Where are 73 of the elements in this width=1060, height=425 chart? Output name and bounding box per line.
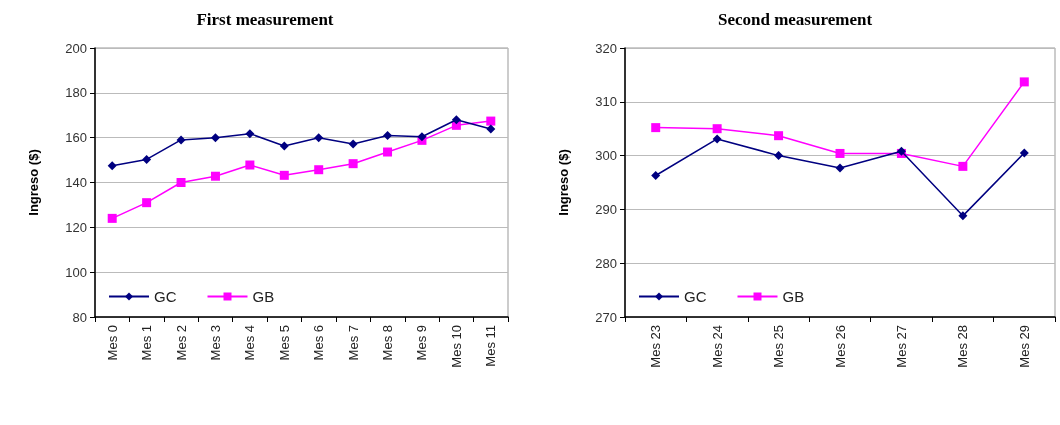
x-tick-label: Mes 11: [483, 325, 499, 367]
point: [712, 134, 722, 144]
legend-label: GC: [154, 288, 177, 305]
y-tick-label: 160: [65, 130, 87, 146]
chart-title: Second measurement: [717, 10, 873, 29]
x-tick-label: Mes 24: [709, 325, 725, 368]
x-tick-label: Mes 3: [207, 325, 223, 361]
x-tick-label: Mes 7: [345, 325, 361, 361]
x-tick-label: Mes 0: [104, 325, 120, 361]
point: [314, 133, 324, 143]
point: [835, 148, 845, 158]
x-tick-label: Mes 23: [648, 325, 664, 368]
chart-title: First measurement: [196, 10, 334, 29]
y-tick-label: 290: [595, 201, 617, 217]
point: [1019, 77, 1029, 87]
x-tick-label: Mes 29: [1016, 325, 1032, 368]
x-tick-label: Mes 9: [414, 325, 430, 361]
point: [107, 161, 117, 171]
x-tick-label: Mes 8: [380, 325, 396, 361]
point: [651, 123, 661, 133]
point: [774, 131, 784, 141]
point: [245, 160, 255, 170]
y-tick-label: 80: [72, 309, 87, 325]
point: [176, 178, 186, 187]
y-tick-label: 320: [595, 40, 617, 56]
point: [1019, 148, 1029, 158]
y-tick-label: 120: [65, 219, 87, 235]
point: [486, 116, 496, 126]
y-axis-title: Ingreso ($): [556, 149, 571, 216]
x-tick-label: Mes 5: [276, 325, 292, 361]
point: [142, 198, 152, 208]
point: [958, 161, 968, 171]
x-tick-label: Mes 1: [139, 325, 155, 361]
point: [712, 124, 722, 134]
point: [348, 159, 358, 169]
x-tick-label: Mes 4: [242, 325, 258, 361]
point: [958, 211, 968, 221]
x-tick-label: Mes 28: [955, 325, 971, 368]
y-tick-label: 200: [65, 40, 87, 56]
point: [279, 170, 289, 180]
point: [451, 115, 461, 125]
point: [651, 171, 661, 181]
y-tick-label: 310: [595, 94, 617, 110]
y-tick-label: 180: [65, 85, 87, 101]
point: [383, 130, 393, 140]
x-tick-label: Mes 26: [832, 325, 848, 368]
point: [348, 139, 358, 149]
point: [835, 163, 845, 173]
point: [314, 165, 324, 175]
point: [107, 213, 117, 223]
point: [210, 171, 220, 181]
point: [245, 129, 255, 139]
point: [279, 141, 289, 151]
y-tick-label: 280: [595, 255, 617, 271]
y-tick-label: 140: [65, 175, 87, 190]
point: [176, 135, 186, 145]
point: [142, 154, 152, 164]
legend-label: GC: [684, 288, 707, 305]
legend-label: GB: [252, 288, 275, 305]
x-tick-label: Mes 25: [771, 325, 787, 368]
x-tick-label: Mes 27: [893, 325, 909, 368]
x-tick-label: Mes 10: [448, 325, 464, 368]
point: [486, 124, 496, 134]
y-tick-label: 270: [595, 309, 617, 325]
y-tick-label: 300: [595, 148, 617, 164]
point: [774, 151, 784, 161]
legend-label: GB: [782, 288, 805, 305]
point: [210, 133, 220, 143]
x-tick-label: Mes 6: [311, 325, 327, 361]
point: [383, 147, 393, 157]
x-tick-label: Mes 2: [173, 325, 189, 361]
y-tick-label: 100: [65, 264, 87, 280]
y-axis-title: Ingreso ($): [26, 149, 41, 216]
